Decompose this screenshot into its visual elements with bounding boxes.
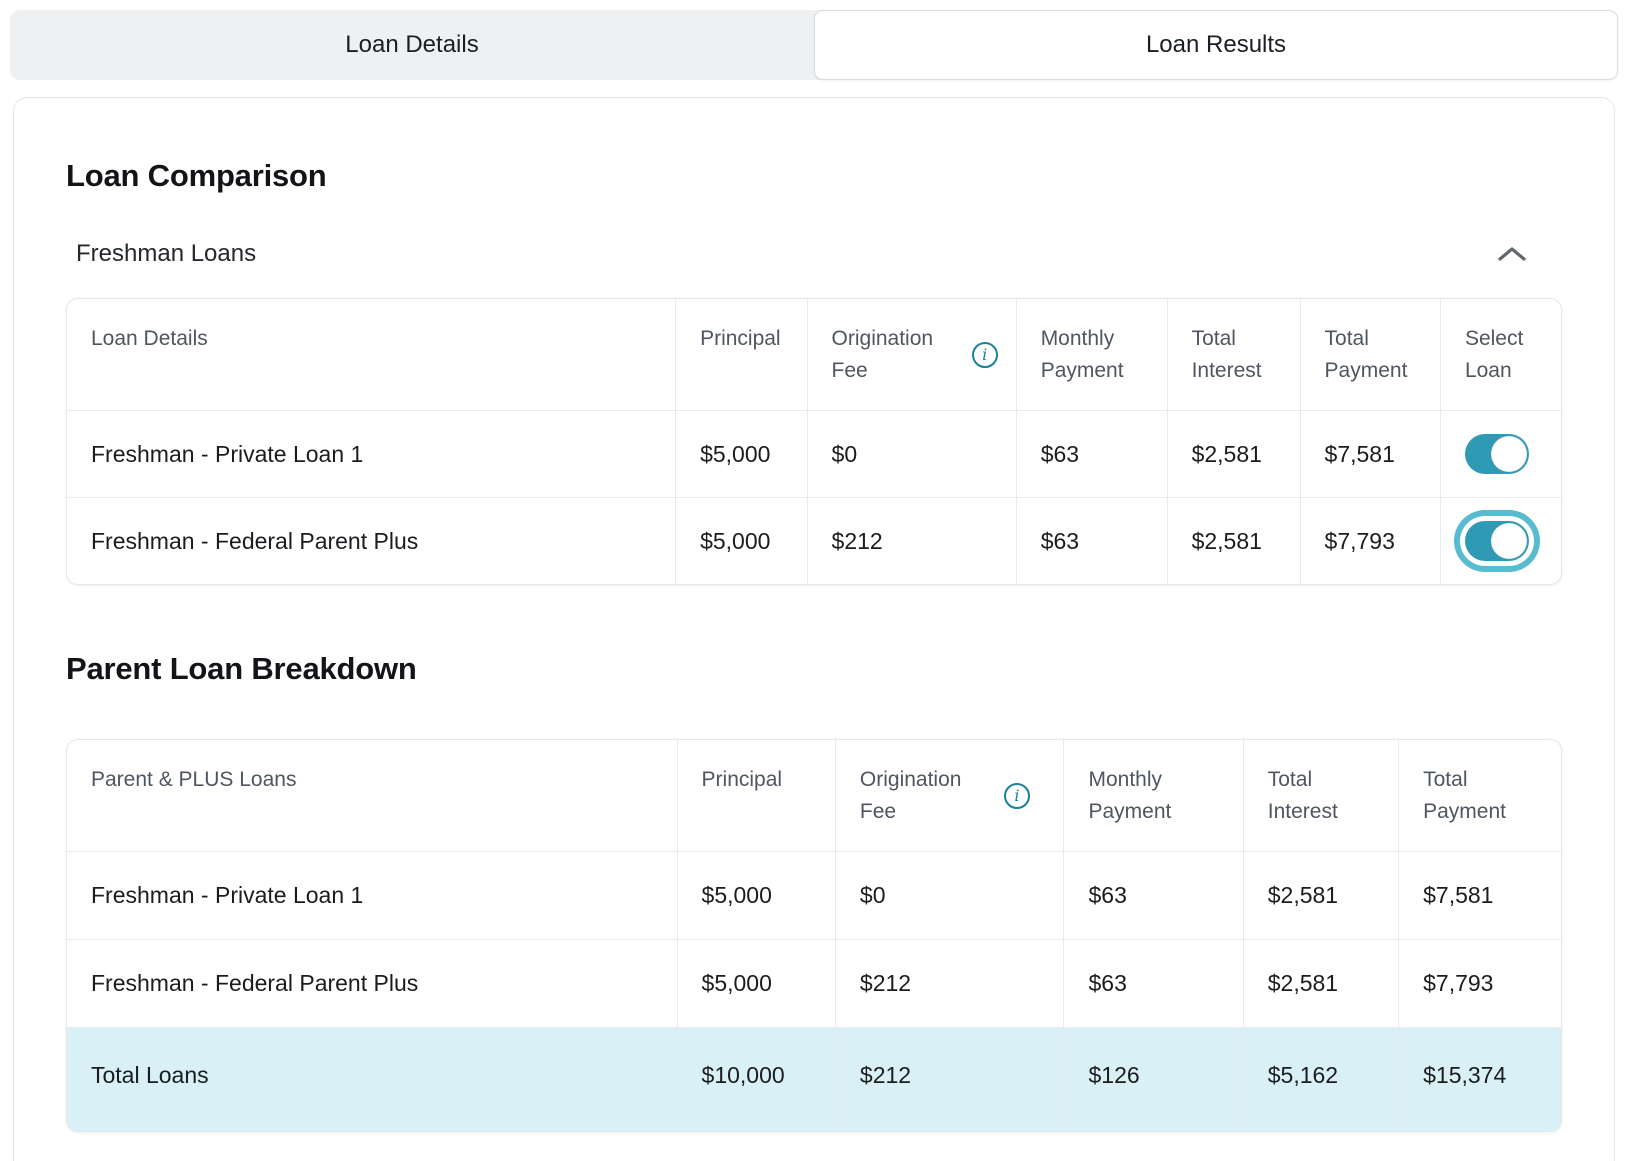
- tab-loan-details[interactable]: Loan Details: [345, 31, 479, 58]
- group-label: Freshman Loans: [76, 240, 257, 267]
- table-header-row: Parent & PLUS Loans Principal Originatio…: [67, 740, 1561, 851]
- select-loan-toggle[interactable]: [1464, 521, 1529, 561]
- table-row: Freshman - Private Loan 1 $5,000 $0 $63 …: [67, 851, 1561, 939]
- total-monthly-payment-value: $126: [1063, 1027, 1243, 1131]
- loan-comparison-title: Loan Comparison: [66, 158, 327, 193]
- total-loans-row: Total Loans $10,000 $212 $126 $5,162 $15…: [67, 1027, 1561, 1131]
- collapse-group-button[interactable]: [1492, 241, 1532, 267]
- table-row: Freshman - Federal Parent Plus $5,000 $2…: [67, 939, 1561, 1027]
- parent-loan-breakdown-table: Parent & PLUS Loans Principal Originatio…: [66, 739, 1562, 1132]
- loan-results-panel: Loan Comparison Freshman Loans Loan Deta…: [13, 97, 1615, 1161]
- select-loan-toggle[interactable]: [1464, 434, 1529, 474]
- col-principal: Principal: [675, 299, 806, 410]
- total-interest-value: $2,581: [1166, 497, 1300, 584]
- monthly-payment-value: $63: [1063, 851, 1243, 939]
- col-total-payment: Total Payment: [1299, 299, 1440, 410]
- col-parent-plus-loans: Parent & PLUS Loans: [91, 768, 297, 791]
- total-interest-value: $2,581: [1242, 939, 1399, 1027]
- monthly-payment-value: $63: [1015, 410, 1167, 497]
- col-principal: Principal: [676, 740, 835, 851]
- toggle-knob: [1490, 523, 1527, 559]
- principal-value: $5,000: [675, 410, 807, 497]
- col-total-interest: Total Interest: [1242, 740, 1398, 851]
- col-origination-fee: Origination Fee i: [834, 740, 1064, 851]
- table-row: Freshman - Private Loan 1 $5,000 $0 $63 …: [67, 410, 1561, 497]
- total-payment-value: $7,581: [1299, 410, 1440, 497]
- col-origination-fee: Origination Fee i: [806, 299, 1016, 410]
- table-header-row: Loan Details Principal Origination Fee i…: [67, 299, 1561, 410]
- origination-fee-value: $212: [834, 939, 1064, 1027]
- total-interest-value: $2,581: [1242, 851, 1399, 939]
- freshman-loans-group-header: Freshman Loans: [66, 240, 1562, 298]
- principal-value: $5,000: [676, 851, 835, 939]
- total-payment-value: $7,793: [1398, 939, 1561, 1027]
- loan-name: Freshman - Private Loan 1: [67, 410, 676, 497]
- tab-loan-results[interactable]: Loan Results: [814, 10, 1618, 80]
- monthly-payment-value: $63: [1063, 939, 1243, 1027]
- total-interest-value: $2,581: [1166, 410, 1300, 497]
- col-total-interest: Total Interest: [1166, 299, 1300, 410]
- select-loan-cell: [1439, 410, 1561, 497]
- origination-fee-value: $0: [806, 410, 1016, 497]
- loan-name: Freshman - Private Loan 1: [67, 851, 677, 939]
- monthly-payment-value: $63: [1015, 497, 1167, 584]
- total-interest-value: $5,162: [1242, 1027, 1399, 1131]
- parent-loan-breakdown-title: Parent Loan Breakdown: [66, 651, 417, 686]
- col-total-payment: Total Payment: [1398, 740, 1561, 851]
- col-select-loan: Select Loan: [1439, 299, 1561, 410]
- tab-bar: Loan Details Loan Results: [10, 10, 1618, 80]
- chevron-up-icon: [1498, 247, 1526, 261]
- toggle-knob: [1490, 436, 1527, 472]
- select-loan-cell: [1439, 497, 1561, 584]
- loan-name: Freshman - Federal Parent Plus: [67, 939, 677, 1027]
- col-monthly-payment: Monthly Payment: [1063, 740, 1242, 851]
- loan-comparison-table: Loan Details Principal Origination Fee i…: [66, 298, 1562, 585]
- table-row: Freshman - Federal Parent Plus $5,000 $2…: [67, 497, 1561, 584]
- total-origination-fee-value: $212: [834, 1027, 1064, 1131]
- total-loans-label: Total Loans: [67, 1027, 677, 1131]
- origination-fee-value: $212: [806, 497, 1016, 584]
- origination-fee-label: Origination Fee: [859, 768, 962, 823]
- origination-fee-label: Origination Fee: [831, 327, 934, 382]
- principal-value: $5,000: [676, 939, 835, 1027]
- total-payment-value: $15,374: [1398, 1027, 1561, 1131]
- info-icon[interactable]: i: [1003, 782, 1030, 809]
- total-payment-value: $7,793: [1299, 497, 1440, 584]
- origination-fee-value: $0: [834, 851, 1064, 939]
- col-loan-details: Loan Details: [91, 327, 208, 350]
- info-icon[interactable]: i: [971, 341, 998, 368]
- principal-value: $5,000: [675, 497, 807, 584]
- total-principal-value: $10,000: [676, 1027, 835, 1131]
- total-payment-value: $7,581: [1398, 851, 1561, 939]
- loan-name: Freshman - Federal Parent Plus: [67, 497, 676, 584]
- col-monthly-payment: Monthly Payment: [1015, 299, 1167, 410]
